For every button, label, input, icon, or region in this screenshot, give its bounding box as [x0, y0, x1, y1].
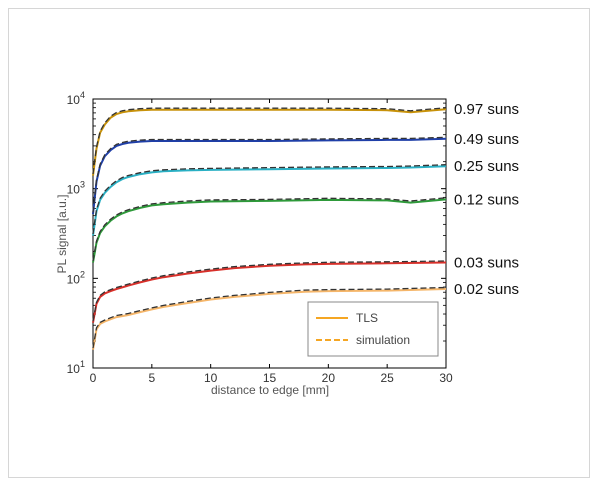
series-labels: 0.97 suns 0.49 suns 0.25 suns 0.12 suns 0.03… — [454, 101, 519, 298]
series-line-1 — [92, 137, 447, 215]
series-line-0 — [92, 108, 447, 176]
series-line-2 — [92, 165, 447, 236]
legend-box — [307, 301, 439, 357]
series-label-3: 0.12 suns — [454, 191, 519, 208]
series-line-3 — [92, 198, 447, 263]
x-axis-label: distance to edge [mm] — [211, 383, 329, 397]
y-tick-label: 103 — [67, 180, 85, 197]
series-line-4 — [92, 261, 447, 323]
x-tick-label: 25 — [380, 371, 394, 385]
simulation-line-2 — [92, 164, 447, 235]
x-tick-label: 15 — [263, 371, 277, 385]
series-lines — [92, 107, 447, 350]
legend-label-tls: TLS — [356, 311, 378, 325]
y-tick-label: 102 — [67, 269, 85, 286]
series-label-4: 0.03 suns — [454, 255, 519, 272]
y-tick-label: 101 — [67, 359, 85, 376]
series-label-5: 0.02 suns — [454, 281, 519, 298]
series-label-1: 0.49 suns — [454, 131, 519, 148]
y-tick-labels: 101 102 103 104 — [67, 90, 85, 376]
simulation-line-3 — [92, 197, 447, 262]
simulation-line-5 — [92, 286, 447, 349]
x-tick-label: 10 — [204, 371, 218, 385]
x-tick-labels: 0 5 10 15 20 25 30 — [90, 371, 453, 385]
simulation-line-1 — [92, 136, 447, 213]
x-tick-label: 20 — [322, 371, 336, 385]
simulation-line-0 — [92, 107, 447, 175]
series-label-2: 0.25 suns — [454, 158, 519, 175]
y-axis-label: PL signal [a.u.] — [55, 195, 69, 274]
simulation-line-4 — [92, 260, 447, 322]
series-label-0: 0.97 suns — [454, 101, 519, 118]
series-line-5 — [92, 288, 447, 350]
x-tick-label: 0 — [90, 371, 97, 385]
x-tick-label: 30 — [439, 371, 453, 385]
legend-label-simulation: simulation — [356, 333, 410, 347]
x-tick-label: 5 — [148, 371, 155, 385]
legend: TLS simulation — [307, 301, 439, 357]
y-tick-label: 104 — [67, 90, 85, 107]
